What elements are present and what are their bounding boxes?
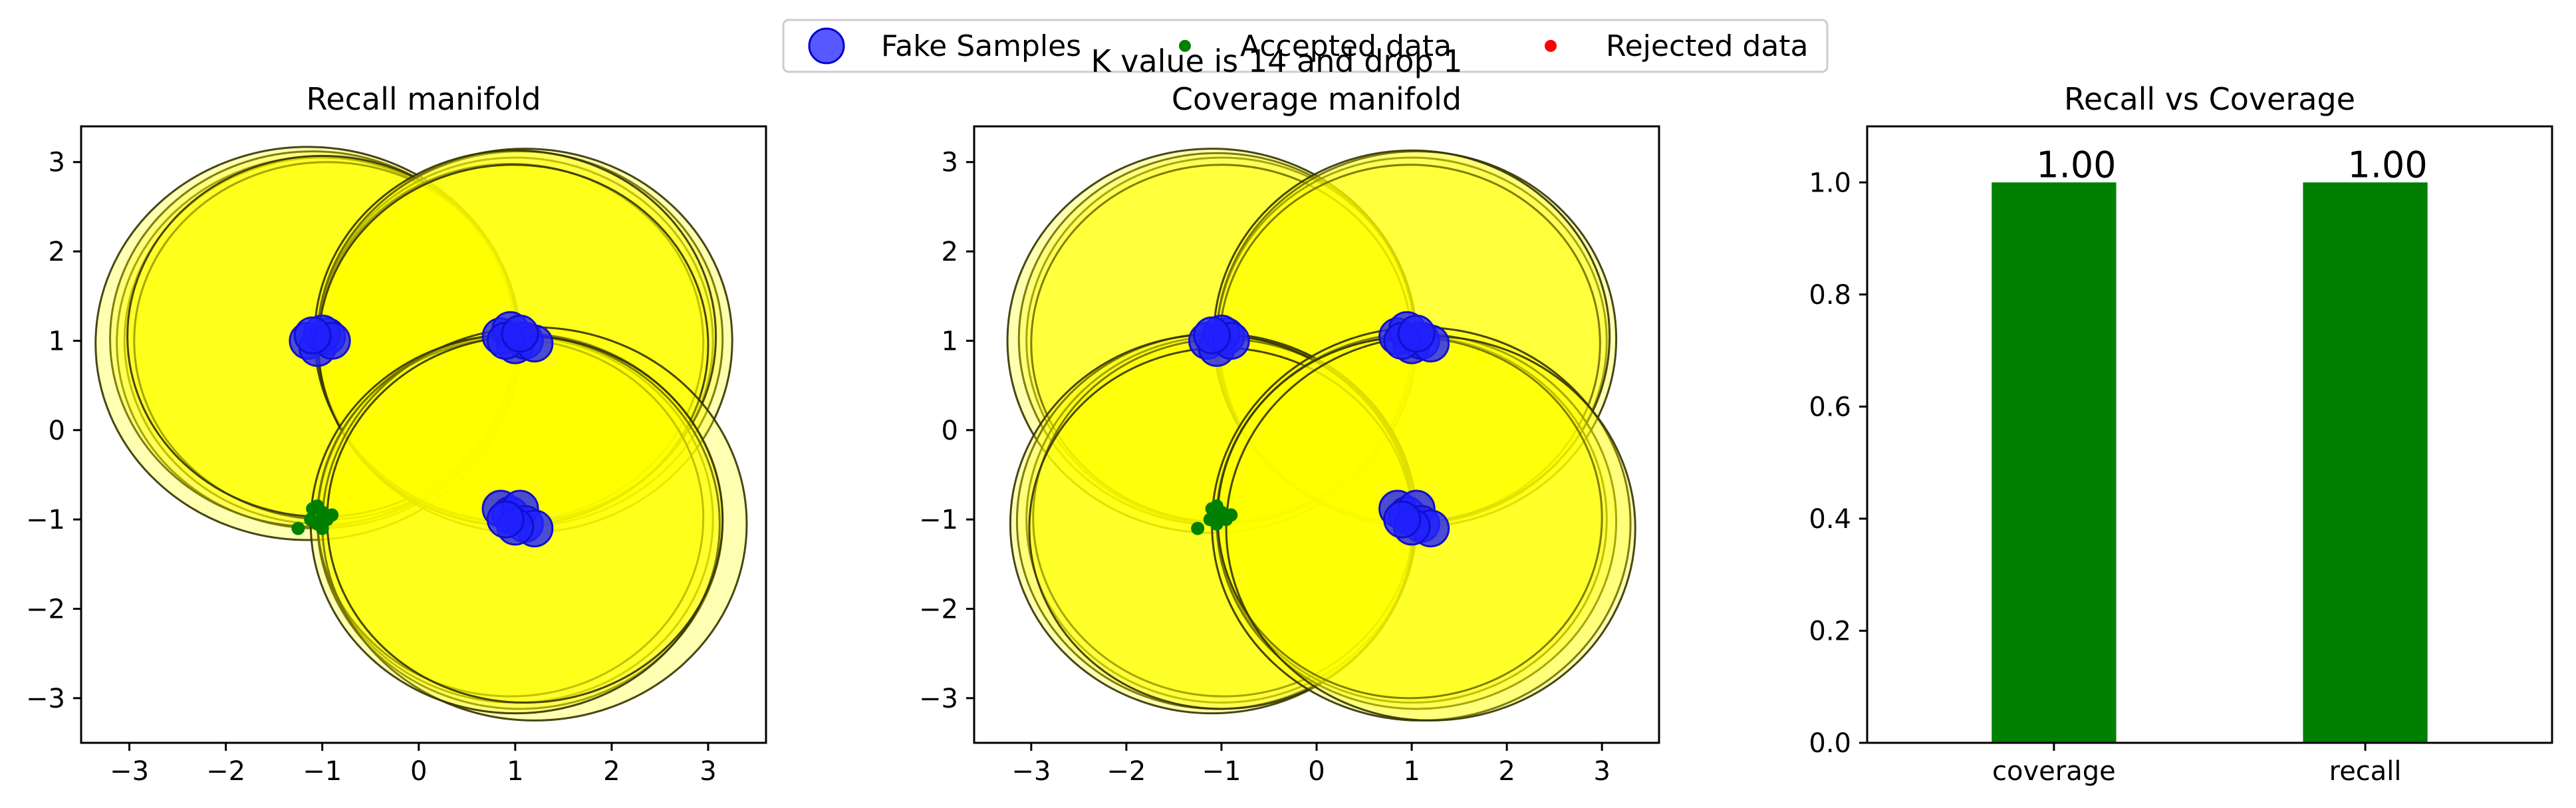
recall-x-tick-label: −2 <box>206 756 245 787</box>
coverage-y-tick-label: −1 <box>919 505 958 535</box>
coverage-manifold-chart: −3 −2 −1 0 1 2 3 −3 −2 −1 0 1 2 3 Coverage manifold <box>919 81 1660 787</box>
coverage-manifold-circles <box>1006 148 1636 722</box>
recall-y-tick-label: −2 <box>26 594 65 624</box>
recall-accepted-point <box>311 499 324 513</box>
recall-chart-title: Recall manifold <box>306 81 541 117</box>
coverage-y-tick-label: 3 <box>942 148 958 178</box>
bar-y-axis: 0.0 0.2 0.4 0.6 0.8 1.0 <box>1809 168 1867 759</box>
recall-accepted-points <box>291 499 339 535</box>
bar-y-tick-label: 0.6 <box>1809 392 1851 422</box>
bar-chart-title: Recall vs Coverage <box>2064 81 2355 117</box>
bar-y-tick-label: 0.4 <box>1809 504 1851 535</box>
bar-y-tick-label: 0.2 <box>1809 616 1851 646</box>
recall-x-tick-label: −1 <box>303 756 342 787</box>
recall-x-tick-label: 2 <box>603 756 620 787</box>
coverage-x-tick-label: −3 <box>1011 756 1051 787</box>
coverage-accepted-point <box>1224 508 1238 522</box>
coverage-x-tick-label: 2 <box>1498 756 1515 787</box>
coverage-x-axis: −3 −2 −1 0 1 2 3 <box>1011 743 1610 787</box>
coverage-y-tick-label: 2 <box>942 237 958 267</box>
recall-x-tick-label: 0 <box>410 756 427 787</box>
recall-x-tick-label: 3 <box>700 756 716 787</box>
bar-plot-frame <box>1866 125 2553 744</box>
coverage-x-tick-label: 0 <box>1308 756 1325 787</box>
coverage-x-tick-label: 3 <box>1593 756 1610 787</box>
coverage-fake-points <box>1188 311 1450 548</box>
coverage-y-tick-label: −2 <box>919 594 958 624</box>
bar-x-tick-label: recall <box>2329 756 2402 787</box>
recall-x-tick-label: −3 <box>110 756 149 787</box>
recall-y-tick-label: −1 <box>26 505 65 535</box>
recall-accepted-point <box>291 521 305 535</box>
legend-label-fake-samples: Fake Samples <box>881 29 1081 63</box>
bar-x-tick-label: coverage <box>1992 756 2116 787</box>
recall-y-tick-label: 3 <box>49 148 65 178</box>
coverage-chart-title: Coverage manifold <box>1172 81 1462 117</box>
suptitle: K value is 14 and drop 1 <box>1091 43 1462 79</box>
legend-marker-accepted-data <box>1179 40 1191 52</box>
coverage-y-axis: −3 −2 −1 0 1 2 3 <box>919 148 974 714</box>
recall-accepted-point <box>315 521 329 535</box>
coverage-fake-point <box>1383 500 1422 539</box>
bar-value-label: 1.00 <box>2347 144 2427 186</box>
recall-fake-point <box>293 316 332 354</box>
bar-value-label: 1.00 <box>2036 144 2116 186</box>
legend-marker-fake-samples <box>808 27 845 65</box>
bar-coverage <box>1992 182 2117 743</box>
legend-label-accepted-data: Accepted data <box>1240 29 1452 63</box>
coverage-x-tick-label: −1 <box>1202 756 1241 787</box>
coverage-accepted-point <box>1210 499 1224 513</box>
recall-manifold-chart: −3 −2 −1 0 1 2 3 −3 −2 −1 0 1 2 3 Recall manifold <box>26 81 767 787</box>
recall-plot-frame <box>80 125 767 744</box>
recall-accepted-point <box>325 508 339 522</box>
bars: 1.00 1.00 <box>1992 144 2428 743</box>
coverage-y-tick-label: −3 <box>919 684 958 714</box>
recall-x-axis: −3 −2 −1 0 1 2 3 <box>110 743 717 787</box>
bar-recall <box>2303 182 2428 743</box>
coverage-x-tick-label: −2 <box>1106 756 1146 787</box>
recall-fake-points <box>289 311 554 548</box>
recall-y-tick-label: 1 <box>49 326 65 356</box>
coverage-y-tick-label: 0 <box>942 416 958 446</box>
recall-y-tick-label: 0 <box>49 416 65 446</box>
coverage-fake-point <box>1397 315 1436 353</box>
coverage-fake-point <box>1193 316 1231 354</box>
bar-y-tick-label: 0.8 <box>1809 280 1851 311</box>
coverage-y-tick-label: 1 <box>942 326 958 356</box>
recall-vs-coverage-chart: 1.00 1.00 coverage recall 0.0 0.2 0.4 0.6 0.8 1… <box>1809 81 2553 787</box>
recall-y-axis: −3 −2 −1 0 1 2 3 <box>26 148 81 714</box>
recall-y-tick-label: −3 <box>26 684 65 714</box>
bar-x-axis: coverage recall <box>1992 743 2402 787</box>
recall-x-tick-label: 1 <box>507 756 523 787</box>
recall-fake-point <box>501 315 539 353</box>
legend-frame <box>782 19 1829 73</box>
recall-accepted-point <box>304 513 318 527</box>
bar-y-tick-label: 1.0 <box>1809 168 1851 198</box>
legend-label-rejected-data: Rejected data <box>1606 29 1809 63</box>
coverage-accepted-points <box>1191 499 1238 535</box>
bar-y-tick-label: 0.0 <box>1809 728 1851 759</box>
recall-fake-point <box>486 500 525 539</box>
coverage-x-tick-label: 1 <box>1403 756 1420 787</box>
recall-y-tick-label: 2 <box>49 237 65 267</box>
legend: Fake Samples Accepted data Rejected data <box>782 19 1829 73</box>
legend-marker-rejected-data <box>1545 40 1557 52</box>
coverage-accepted-point <box>1191 521 1205 535</box>
coverage-accepted-point <box>1203 513 1217 527</box>
